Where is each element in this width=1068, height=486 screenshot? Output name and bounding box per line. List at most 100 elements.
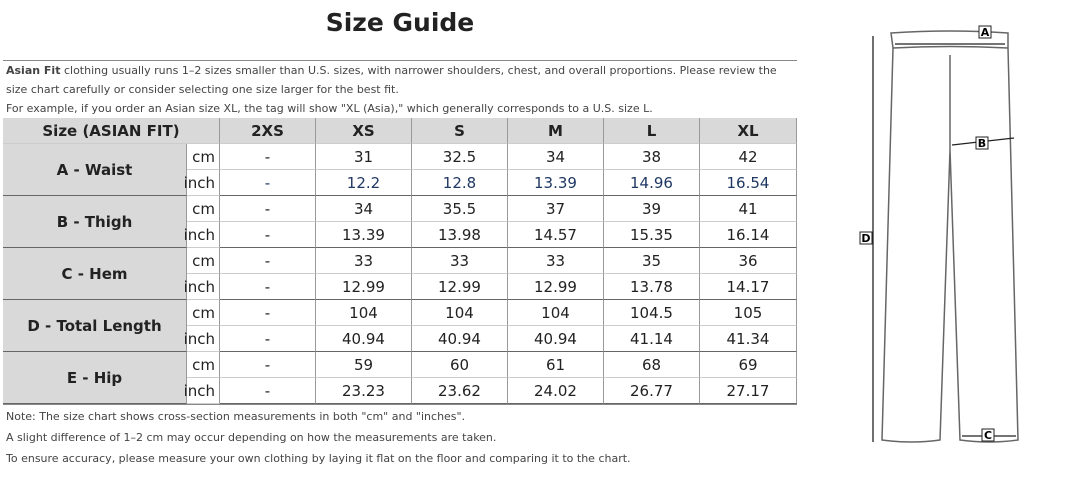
value-cell: 26.77: [604, 378, 700, 404]
unit: inch: [184, 326, 220, 352]
value-cell: 14.17: [700, 274, 797, 300]
value-cell: 68: [604, 352, 700, 378]
note: A slight difference of 1–2 cm may occur …: [6, 431, 497, 444]
row-name: B - Thigh: [3, 196, 187, 248]
value-cell: 12.2: [316, 170, 412, 196]
label-box: [981, 428, 995, 442]
row-name: A - Waist: [3, 144, 187, 196]
value-cell: 13.78: [604, 274, 700, 300]
value-cell: 33: [508, 248, 604, 274]
value-cell: 33: [412, 248, 508, 274]
value-cell: 104: [508, 300, 604, 326]
value-cell: 13.39: [508, 170, 604, 196]
value-cell: 104: [412, 300, 508, 326]
label-box: [859, 231, 873, 245]
value-cell: -: [220, 378, 316, 404]
value-cell: 42: [700, 144, 797, 170]
intro-lead: Asian Fit: [6, 64, 61, 77]
value-cell: 15.35: [604, 222, 700, 248]
value-cell: 41: [700, 196, 797, 222]
value-cell: 12.99: [316, 274, 412, 300]
value-cell: 12.8: [412, 170, 508, 196]
pants-outline: [881, 30, 1019, 443]
value-cell: 33: [316, 248, 412, 274]
row-name: C - Hem: [3, 248, 187, 300]
header-cell: XL: [700, 118, 797, 144]
measure-label: C: [984, 429, 992, 442]
value-cell: -: [220, 248, 316, 274]
value-cell: 13.39: [316, 222, 412, 248]
value-cell: 13.98: [412, 222, 508, 248]
value-cell: 35: [604, 248, 700, 274]
value-cell: 38: [604, 144, 700, 170]
value-cell: 69: [700, 352, 797, 378]
value-cell: 34: [508, 144, 604, 170]
value-cell: 35.5: [412, 196, 508, 222]
value-cell: -: [220, 352, 316, 378]
unit: cm: [187, 196, 220, 222]
measure-label: A: [981, 26, 990, 39]
value-cell: -: [220, 326, 316, 352]
value-cell: -: [220, 144, 316, 170]
intro-text: clothing usually runs 1–2 sizes smaller …: [6, 64, 777, 96]
unit: inch: [184, 378, 220, 404]
value-cell: 16.54: [700, 170, 797, 196]
value-cell: 32.5: [412, 144, 508, 170]
unit: inch: [184, 222, 220, 248]
header-cell: M: [508, 118, 604, 144]
header-cell: Size (ASIAN FIT): [3, 118, 220, 144]
intro-example: For example, if you order an Asian size …: [6, 102, 653, 115]
value-cell: 34: [316, 196, 412, 222]
row-name: D - Total Length: [3, 300, 187, 352]
label-box: [975, 136, 989, 150]
value-cell: 104.5: [604, 300, 700, 326]
header-cell: 2XS: [220, 118, 316, 144]
title: Size Guide: [325, 8, 475, 37]
unit: cm: [187, 144, 220, 170]
value-cell: 105: [700, 300, 797, 326]
value-cell: 41.34: [700, 326, 797, 352]
value-cell: 60: [412, 352, 508, 378]
row-name: E - Hip: [3, 352, 187, 404]
value-cell: 23.23: [316, 378, 412, 404]
value-cell: -: [220, 196, 316, 222]
value-cell: 14.96: [604, 170, 700, 196]
value-cell: 39: [604, 196, 700, 222]
notes: Note: The size chart shows cross-section…: [3, 404, 797, 469]
header-cell: XS: [316, 118, 412, 144]
unit: cm: [187, 352, 220, 378]
value-cell: 31: [316, 144, 412, 170]
value-cell: -: [220, 300, 316, 326]
value-cell: 12.99: [508, 274, 604, 300]
value-cell: 59: [316, 352, 412, 378]
value-cell: 40.94: [412, 326, 508, 352]
measure-label: B: [978, 137, 986, 150]
value-cell: 27.17: [700, 378, 797, 404]
measure-label: D: [861, 232, 870, 245]
measure-arrows: [872, 36, 1016, 442]
value-cell: 23.62: [412, 378, 508, 404]
value-cell: -: [220, 274, 316, 300]
unit: cm: [187, 300, 220, 326]
value-cell: 37: [508, 196, 604, 222]
value-cell: 12.99: [412, 274, 508, 300]
value-cell: -: [220, 222, 316, 248]
value-cell: 41.14: [604, 326, 700, 352]
value-cell: 104: [316, 300, 412, 326]
value-cell: 40.94: [316, 326, 412, 352]
header-cell: L: [604, 118, 700, 144]
unit: cm: [187, 248, 220, 274]
unit: inch: [184, 170, 220, 196]
header-cell: S: [412, 118, 508, 144]
unit: inch: [184, 274, 220, 300]
value-cell: 36: [700, 248, 797, 274]
value-cell: 14.57: [508, 222, 604, 248]
intro: Asian Fit clothing usually runs 1–2 size…: [3, 60, 797, 118]
value-cell: 61: [508, 352, 604, 378]
value-cell: 40.94: [508, 326, 604, 352]
value-cell: 24.02: [508, 378, 604, 404]
note: To ensure accuracy, please measure your …: [6, 452, 631, 465]
value-cell: -: [220, 170, 316, 196]
